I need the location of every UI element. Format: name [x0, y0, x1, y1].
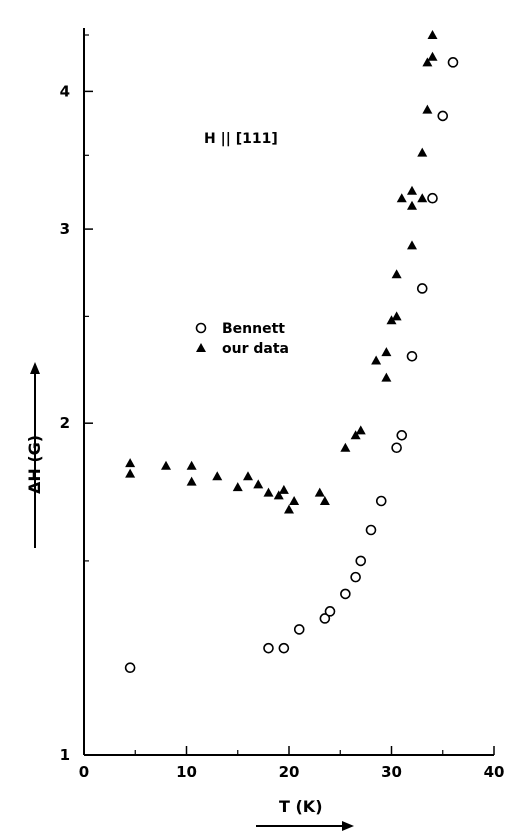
legend: Bennett our data [195, 321, 289, 357]
data-point-bennett [355, 555, 367, 567]
x-axis-arrow-head [342, 821, 354, 831]
data-point-our-data [417, 193, 428, 203]
data-point-our-data [381, 372, 392, 382]
data-point-bennett [124, 662, 136, 674]
data-point-our-data [417, 147, 428, 157]
tick-labels: 0 10 20 30 40 1 2 3 4 [60, 82, 505, 781]
x-tick-label: 0 [79, 763, 89, 781]
data-point-bennett [350, 571, 361, 583]
data-point-our-data [422, 57, 433, 67]
annotation-field-direction: H || [111] [204, 131, 278, 147]
data-point-our-data [212, 471, 223, 481]
data-point-our-data [314, 487, 325, 497]
data-point-our-data [396, 193, 407, 203]
data-point-our-data [340, 442, 351, 452]
y-tick-label: 2 [60, 414, 70, 432]
data-point-our-data [381, 347, 392, 357]
data-point-our-data [319, 495, 330, 505]
legend-label: Bennett [222, 321, 285, 337]
data-point-bennett [293, 624, 305, 635]
y-tick-label: 3 [60, 220, 70, 238]
data-point-our-data [186, 460, 197, 470]
data-point-our-data [263, 487, 274, 497]
data-point-bennett [278, 642, 290, 654]
axes [83, 28, 494, 756]
legend-marker-bennett [195, 322, 207, 334]
x-tick-label: 40 [484, 763, 505, 781]
legend-label: our data [222, 341, 289, 357]
data-point-our-data [391, 311, 402, 321]
x-axis-title: T (K) [256, 797, 354, 831]
data-point-bennett [396, 430, 408, 441]
data-point-our-data [355, 425, 366, 435]
data-point-our-data [422, 104, 433, 114]
data-point-bennett [324, 606, 336, 617]
data-point-our-data [289, 495, 300, 505]
data-point-bennett [391, 442, 402, 454]
data-point-our-data [427, 51, 438, 61]
data-point-our-data [391, 269, 402, 279]
data-point-our-data [407, 240, 417, 250]
data-point-our-data [125, 458, 136, 468]
data-point-bennett [319, 613, 331, 624]
data-point-our-data [125, 468, 136, 478]
data-point-bennett [375, 495, 387, 507]
data-point-bennett [416, 283, 428, 294]
data-point-our-data [278, 484, 289, 494]
data-point-our-data [232, 482, 243, 492]
x-tick-label: 20 [279, 763, 300, 781]
x-tick-label: 10 [176, 763, 197, 781]
data-point-bennett [437, 110, 449, 122]
data-point-our-data [161, 460, 171, 470]
tick-marks [83, 34, 495, 756]
data-points [124, 30, 459, 674]
data-point-bennett [365, 524, 377, 536]
legend-marker-our-data [196, 343, 206, 352]
data-point-our-data [243, 471, 253, 481]
data-point-our-data [371, 355, 382, 365]
data-point-our-data [427, 30, 438, 39]
y-axis-title: ΔH (G) [25, 362, 44, 548]
data-point-our-data [407, 185, 417, 195]
data-point-our-data [186, 476, 197, 486]
data-point-bennett [447, 57, 459, 68]
y-tick-label: 1 [60, 746, 70, 764]
data-point-our-data [253, 479, 264, 489]
data-point-our-data [350, 430, 361, 440]
data-point-our-data [386, 315, 397, 325]
data-point-bennett [427, 192, 438, 204]
data-point-our-data [284, 504, 294, 514]
x-tick-label: 30 [381, 763, 402, 781]
data-point-our-data [273, 490, 284, 500]
data-point-bennett [263, 642, 274, 654]
x-axis-label: T (K) [279, 797, 323, 816]
data-point-our-data [407, 200, 417, 210]
y-tick-label: 4 [60, 82, 70, 100]
data-point-bennett [340, 588, 351, 600]
data-point-bennett [406, 350, 418, 362]
y-axis-arrow-head [30, 362, 40, 374]
